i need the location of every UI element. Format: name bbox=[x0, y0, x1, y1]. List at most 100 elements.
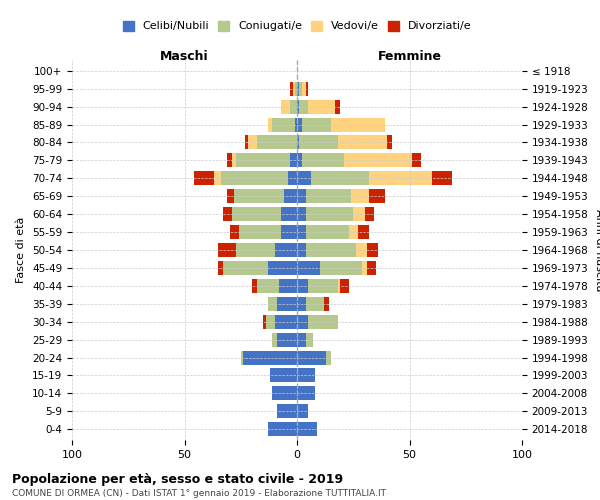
Bar bbox=[268, 422, 297, 436]
Bar bbox=[306, 189, 351, 203]
Bar bbox=[223, 207, 232, 221]
Bar bbox=[326, 350, 331, 364]
Bar bbox=[279, 279, 297, 293]
Bar bbox=[272, 332, 277, 346]
Bar bbox=[297, 350, 326, 364]
Text: Popolazione per età, sesso e stato civile - 2019: Popolazione per età, sesso e stato civil… bbox=[12, 472, 343, 486]
Bar bbox=[297, 332, 306, 346]
Bar bbox=[349, 225, 358, 239]
Bar bbox=[275, 243, 297, 257]
Bar bbox=[232, 207, 281, 221]
Bar bbox=[344, 154, 412, 168]
Bar bbox=[331, 118, 385, 132]
Bar bbox=[297, 207, 306, 221]
Bar bbox=[297, 422, 317, 436]
Bar bbox=[306, 207, 353, 221]
Bar bbox=[252, 279, 257, 293]
Bar bbox=[272, 118, 295, 132]
Bar bbox=[277, 297, 297, 311]
Bar bbox=[306, 82, 308, 96]
Bar bbox=[297, 386, 315, 400]
Bar bbox=[290, 154, 297, 168]
Bar bbox=[223, 261, 268, 275]
Bar bbox=[306, 243, 355, 257]
Bar bbox=[214, 172, 221, 185]
Bar bbox=[365, 207, 373, 221]
Bar bbox=[297, 189, 306, 203]
Text: Maschi: Maschi bbox=[160, 50, 209, 62]
Bar bbox=[308, 279, 337, 293]
Bar bbox=[277, 332, 297, 346]
Bar bbox=[270, 368, 297, 382]
Bar bbox=[297, 314, 308, 328]
Bar bbox=[295, 118, 297, 132]
Bar bbox=[221, 172, 288, 185]
Bar bbox=[234, 189, 284, 203]
Bar bbox=[367, 261, 376, 275]
Bar bbox=[218, 261, 223, 275]
Bar bbox=[284, 189, 297, 203]
Bar bbox=[297, 118, 302, 132]
Bar bbox=[412, 154, 421, 168]
Bar bbox=[290, 82, 293, 96]
Bar bbox=[272, 386, 297, 400]
Text: Femmine: Femmine bbox=[377, 50, 442, 62]
Bar bbox=[297, 154, 302, 168]
Bar bbox=[227, 189, 234, 203]
Bar bbox=[232, 154, 236, 168]
Bar bbox=[306, 225, 349, 239]
Bar bbox=[193, 172, 214, 185]
Bar bbox=[297, 261, 320, 275]
Bar bbox=[302, 118, 331, 132]
Bar bbox=[263, 314, 265, 328]
Bar bbox=[297, 172, 311, 185]
Text: COMUNE DI ORMEA (CN) - Dati ISTAT 1° gennaio 2019 - Elaborazione TUTTITALIA.IT: COMUNE DI ORMEA (CN) - Dati ISTAT 1° gen… bbox=[12, 489, 386, 498]
Bar bbox=[340, 279, 349, 293]
Bar bbox=[299, 136, 337, 149]
Bar bbox=[297, 100, 299, 114]
Bar bbox=[297, 243, 306, 257]
Bar bbox=[369, 189, 385, 203]
Bar bbox=[308, 100, 335, 114]
Bar bbox=[268, 261, 297, 275]
Bar bbox=[351, 189, 369, 203]
Bar bbox=[353, 207, 365, 221]
Bar bbox=[257, 136, 297, 149]
Bar bbox=[299, 82, 302, 96]
Bar bbox=[297, 225, 306, 239]
Bar bbox=[367, 243, 378, 257]
Bar bbox=[337, 279, 340, 293]
Bar bbox=[299, 100, 308, 114]
Bar bbox=[281, 225, 297, 239]
Bar bbox=[288, 172, 297, 185]
Bar bbox=[268, 297, 277, 311]
Bar bbox=[281, 207, 297, 221]
Legend: Celibi/Nubili, Coniugati/e, Vedovi/e, Divorziati/e: Celibi/Nubili, Coniugati/e, Vedovi/e, Di… bbox=[118, 16, 476, 36]
Bar bbox=[369, 172, 432, 185]
Bar bbox=[308, 314, 337, 328]
Bar bbox=[297, 297, 306, 311]
Bar bbox=[248, 136, 257, 149]
Bar bbox=[302, 82, 306, 96]
Bar bbox=[306, 332, 313, 346]
Bar bbox=[293, 82, 295, 96]
Bar bbox=[311, 172, 369, 185]
Bar bbox=[358, 225, 369, 239]
Bar bbox=[241, 350, 243, 364]
Bar bbox=[324, 297, 329, 311]
Bar bbox=[245, 136, 248, 149]
Bar bbox=[277, 404, 297, 418]
Bar bbox=[257, 279, 279, 293]
Bar bbox=[243, 350, 297, 364]
Bar bbox=[236, 243, 275, 257]
Bar bbox=[218, 243, 236, 257]
Bar bbox=[320, 261, 362, 275]
Y-axis label: Fasce di età: Fasce di età bbox=[16, 217, 26, 283]
Bar bbox=[306, 297, 324, 311]
Bar bbox=[297, 368, 315, 382]
Bar bbox=[302, 154, 344, 168]
Bar bbox=[297, 279, 308, 293]
Bar bbox=[297, 82, 299, 96]
Bar bbox=[290, 100, 297, 114]
Y-axis label: Anni di nascita: Anni di nascita bbox=[594, 209, 600, 291]
